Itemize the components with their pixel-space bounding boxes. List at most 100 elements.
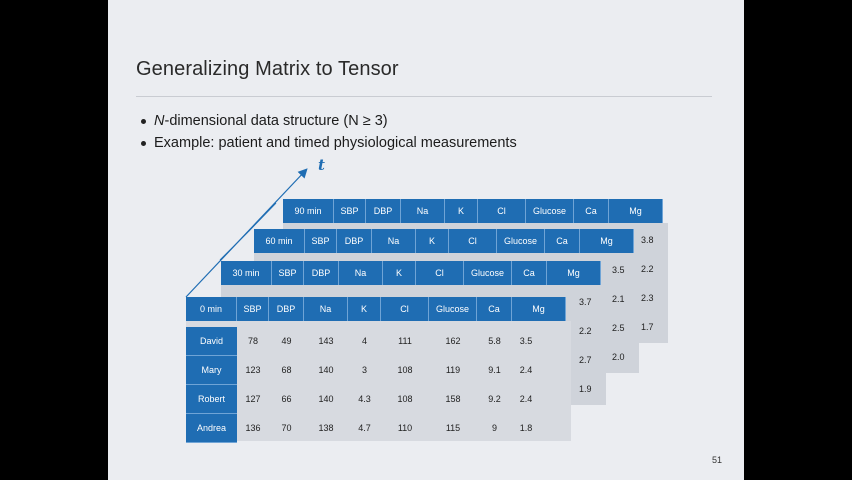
table-cell: 1.9 [579,384,592,394]
row-label: Robert [186,385,237,414]
column-header: DBP [304,261,339,285]
table-cell: 127 [245,394,261,404]
column-header: Mg [609,199,663,223]
table-cell: 3.7 [579,297,592,307]
column-header: Cl [381,297,429,321]
table-cell: 2.5 [612,323,625,333]
table-cell: 158 [445,394,461,404]
table-cell: 2.2 [579,326,592,336]
title-divider [136,96,712,97]
slide: Generalizing Matrix to Tensor N-dimensio… [108,0,744,480]
column-header: Na [339,261,383,285]
column-header: DBP [366,199,401,223]
column-header: Glucose [429,297,477,321]
column-header: DBP [337,229,372,253]
table-cell: 138 [318,423,334,433]
table-cell: 3 [361,365,367,375]
bullet-dot-icon [141,118,146,124]
table-cell: 68 [281,365,292,375]
table-cell: 9.2 [488,394,501,404]
table-cell: 3.5 [519,336,533,346]
row-label: Andrea [186,414,237,443]
column-header: K [445,199,478,223]
tensor-stack: 90 min SBP DBP Na K Cl Glucose Ca Mg 3.8 2.2 2.3 1.7… [108,0,744,480]
time-axis-arrow-icon [185,168,308,298]
table-cell: 143 [318,336,334,346]
bullet-item: Example: patient and timed physiological… [141,132,517,154]
slice-time-label: 90 min [283,199,334,223]
column-header: Na [372,229,416,253]
table-cell: 78 [247,336,258,346]
column-header: Glucose [497,229,545,253]
table-cell: 5.8 [488,336,501,346]
table-cell: 119 [445,365,461,375]
slice-time-label: 30 min [221,261,272,285]
column-header: SBP [305,229,337,253]
table-cell: 2.4 [519,365,533,375]
slice-time-label: 60 min [254,229,305,253]
column-header: DBP [269,297,304,321]
table-cell: 3.8 [641,235,654,245]
column-header: SBP [237,297,269,321]
table-cell: 49 [281,336,292,346]
table-cell: 162 [445,336,461,346]
table-cell: 2.3 [641,293,654,303]
table-cell: 2.1 [612,294,625,304]
table-cell: 110 [397,423,413,433]
table-cell: 140 [318,365,334,375]
table-cell: 2.0 [612,352,625,362]
table-cell: 4 [361,336,367,346]
table-cell: 4.3 [358,394,371,404]
column-header: Na [304,297,348,321]
table-cell: 1.7 [641,322,654,332]
table-cell: 2.4 [519,394,533,404]
table-cell: 136 [245,423,261,433]
column-header: Ca [512,261,547,285]
column-header: K [348,297,381,321]
column-header: K [416,229,449,253]
table-cell: 9 [491,423,497,433]
bullet-text: -dimensional data structure (N ≥ 3) [164,113,388,129]
slice-header-row: 0 min SBP DBP Na K Cl Glucose Ca Mg [186,297,571,321]
slice-body: David Mary Robert Andrea 78 49 143 4 111 162 5.8 3.… [186,321,571,443]
table-cell: 2.2 [641,264,654,274]
column-header: Ca [574,199,609,223]
column-header: Cl [416,261,464,285]
column-header: Ca [477,297,512,321]
table-cell: 3.5 [612,265,625,275]
column-header: Cl [478,199,526,223]
slice-header-row: 60 min SBP DBP Na K Cl Glucose Ca Mg [254,229,639,253]
table-cell: 111 [398,336,412,346]
time-axis-label: t [318,156,325,174]
row-label: Mary [186,356,237,385]
column-header: K [383,261,416,285]
column-header: Mg [580,229,634,253]
column-header: Glucose [526,199,574,223]
table-cell: 123 [245,365,261,375]
slice-header-row: 90 min SBP DBP Na K Cl Glucose Ca Mg [283,199,668,223]
table-cell: 70 [281,423,292,433]
column-header: Mg [512,297,566,321]
column-header: Mg [547,261,601,285]
column-header: Glucose [464,261,512,285]
bullet-text: Example: patient and timed physiological… [154,135,517,151]
table-cell: 115 [445,423,461,433]
column-header: Cl [449,229,497,253]
table-cell: 108 [397,394,413,404]
column-header: Na [401,199,445,223]
slide-title: Generalizing Matrix to Tensor [136,58,399,80]
column-header: Ca [545,229,580,253]
table-cell: 2.7 [579,355,592,365]
table-cell: 108 [397,365,413,375]
column-header: SBP [334,199,366,223]
bullet-emphasis: N [154,113,165,129]
page-number: 51 [712,455,723,465]
table-cell: 140 [318,394,334,404]
slice-time-label: 0 min [186,297,237,321]
table-cell: 1.8 [519,423,533,433]
slice-header-row: 30 min SBP DBP Na K Cl Glucose Ca Mg [221,261,606,285]
column-header: SBP [272,261,304,285]
table-cell: 9.1 [488,365,501,375]
table-cell: 66 [281,394,292,404]
row-label: David [186,327,237,356]
